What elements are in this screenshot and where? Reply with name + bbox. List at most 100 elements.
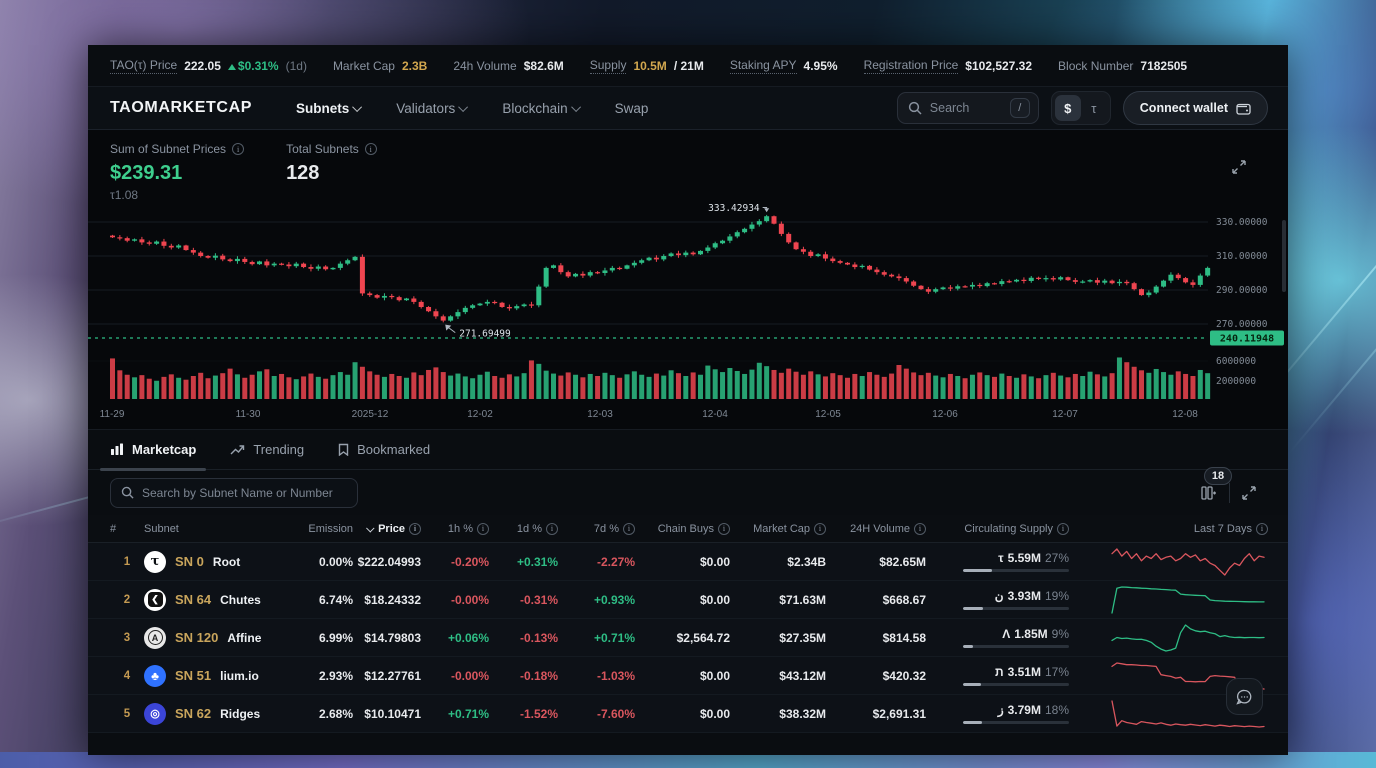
column-header-1h-[interactable]: 1h % xyxy=(421,522,489,535)
rank: 2 xyxy=(123,593,131,606)
market-cap: $38.32M xyxy=(779,706,826,721)
nav-item-subnets[interactable]: Subnets xyxy=(296,101,363,116)
candlestick-chart[interactable]: 330.00000 310.00000 290.00000 270.00000 6000… xyxy=(88,195,1288,430)
wallet-icon xyxy=(1236,103,1251,115)
subnet-logo-lium: ♣ xyxy=(144,664,166,687)
slash-shortcut-key: / xyxy=(1009,98,1030,118)
connect-wallet-button[interactable]: Connect wallet xyxy=(1122,91,1268,125)
info-icon[interactable] xyxy=(814,522,826,535)
svg-text:12-08: 12-08 xyxy=(1172,409,1198,420)
circulating-supply: ת 3.51M 17% xyxy=(926,665,1069,686)
alpha-token-symbol: τ xyxy=(998,551,1004,565)
tab-trending[interactable]: Trending xyxy=(230,430,304,469)
chain-buys: $0.00 xyxy=(699,554,730,569)
market-cap: $27.35M xyxy=(779,630,826,645)
info-icon[interactable] xyxy=(364,143,377,155)
currency-tao-button[interactable]: τ xyxy=(1091,100,1097,116)
nav-search-input[interactable] xyxy=(929,101,1002,115)
last-7-days-chart xyxy=(1108,621,1268,655)
change-1h: +0.06% xyxy=(447,630,489,645)
stat-staking-apy[interactable]: Staking APY 4.95% xyxy=(729,57,838,74)
trending-up-icon xyxy=(230,444,245,454)
change-1d: -1.52% xyxy=(519,706,558,721)
subnet-row-lium-io[interactable]: 4 ♣ SN 51 lium.io 2.93% $12.27761 -0.00% -… xyxy=(88,657,1288,695)
background-strip xyxy=(0,752,1376,768)
nav-search[interactable]: / xyxy=(896,92,1039,124)
subnet-search-input[interactable] xyxy=(142,485,347,500)
customize-columns-button[interactable] xyxy=(1189,485,1229,500)
column-header-market-cap[interactable]: Market Cap xyxy=(730,522,826,535)
info-icon[interactable] xyxy=(1057,522,1069,535)
emission: 2.93% xyxy=(318,668,353,683)
column-header-subnet[interactable]: Subnet xyxy=(144,522,179,535)
info-icon[interactable] xyxy=(232,143,245,155)
column-header-circulating-supply[interactable]: Circulating Supply xyxy=(926,522,1069,535)
tao-price-value: 222.05 xyxy=(184,58,221,73)
price: $12.27761 xyxy=(364,668,421,683)
change-7d: +0.71% xyxy=(593,630,635,645)
column-header-7d-[interactable]: 7d % xyxy=(558,522,635,535)
column-header-24h-volume[interactable]: 24H Volume xyxy=(826,522,926,535)
stat-supply[interactable]: Supply 10.5M / 21M xyxy=(589,57,704,74)
subnet-cell: ❮ SN 64 Chutes xyxy=(144,588,294,611)
column-header-price[interactable]: Price xyxy=(353,522,421,535)
table-expand-button[interactable] xyxy=(1230,485,1268,500)
subnet-name: Root xyxy=(212,554,241,569)
divider xyxy=(1229,482,1230,503)
subnet-number: SN 51 xyxy=(175,668,212,683)
info-icon[interactable] xyxy=(546,522,558,535)
tab-marketcap[interactable]: Marketcap xyxy=(99,430,207,471)
search-icon xyxy=(121,486,134,499)
info-icon[interactable] xyxy=(914,522,926,535)
subnet-row-affine[interactable]: 3 A SN 120 Affine 6.99% $14.79803 +0.06% -… xyxy=(88,619,1288,657)
supply-progress-bar xyxy=(963,569,1069,572)
market-cap: $43.12M xyxy=(779,668,826,683)
sparkline-7d xyxy=(1111,699,1265,728)
column-header-last-7-days[interactable]: Last 7 Days xyxy=(1069,522,1268,535)
subnet-row-ridges[interactable]: 5 ◎ SN 62 Ridges 2.68% $10.10471 +0.71% -1… xyxy=(88,695,1288,733)
subnet-cell: A SN 120 Affine xyxy=(144,626,294,649)
search-icon xyxy=(908,101,922,115)
emission: 0.00% xyxy=(318,554,353,569)
column-header-emission[interactable]: Emission xyxy=(308,522,353,535)
columns-count-badge: 18 xyxy=(1204,466,1232,485)
sum-of-subnet-prices: Sum of Subnet Prices $239.31 τ1.08 xyxy=(110,142,245,202)
market-cap: $71.63M xyxy=(779,592,826,607)
svg-text:330.00000: 330.00000 xyxy=(1216,217,1268,228)
column-header-chain-buys[interactable]: Chain Buys xyxy=(635,522,730,535)
nav-item-validators[interactable]: Validators xyxy=(396,101,469,116)
info-icon[interactable] xyxy=(623,522,635,535)
svg-text:2000000: 2000000 xyxy=(1216,376,1256,387)
scrollbar-thumb[interactable] xyxy=(1282,220,1286,292)
chat-button[interactable] xyxy=(1226,678,1263,715)
change-1h: -0.00% xyxy=(450,592,489,607)
circulating-supply: Λ 1.85M 9% xyxy=(926,627,1069,648)
info-icon[interactable] xyxy=(1256,522,1268,535)
nav-item-blockchain[interactable]: Blockchain xyxy=(502,101,581,116)
tab-bookmarked[interactable]: Bookmarked xyxy=(338,430,430,469)
circulating-supply: ن 3.93M 19% xyxy=(926,589,1069,610)
column-header-1d-[interactable]: 1d % xyxy=(489,522,558,535)
info-icon[interactable] xyxy=(477,522,489,535)
rank: 3 xyxy=(123,631,131,644)
bookmark-icon xyxy=(338,443,349,456)
subnet-row-chutes[interactable]: 2 ❮ SN 64 Chutes 6.74% $18.24332 -0.00% -0… xyxy=(88,581,1288,619)
stat-registration-price[interactable]: Registration Price $102,527.32 xyxy=(863,57,1033,74)
chart-expand-button[interactable] xyxy=(1232,160,1246,179)
change-1d: -0.18% xyxy=(519,668,558,683)
subnet-search[interactable] xyxy=(110,477,358,508)
subnet-row-root[interactable]: 1 τ SN 0 Root 0.00% $222.04993 -0.20% +0.3… xyxy=(88,543,1288,581)
subnet-number: SN 0 xyxy=(175,554,204,569)
chain-buys: $0.00 xyxy=(699,668,730,683)
subnet-logo-chutes: ❮ xyxy=(144,588,166,611)
stat-tao-price[interactable]: TAO(τ) Price 222.05 $0.31% (1d) xyxy=(110,58,307,74)
info-icon[interactable] xyxy=(718,522,730,535)
logo[interactable]: TAOMARKETCAP xyxy=(110,99,253,116)
column-header--[interactable]: # xyxy=(110,522,117,535)
svg-text:271.69499: 271.69499 xyxy=(459,329,511,340)
nav-item-swap[interactable]: Swap xyxy=(614,100,649,116)
chevron-down-icon xyxy=(458,101,469,112)
svg-text:270.00000: 270.00000 xyxy=(1216,319,1268,330)
currency-usd-button[interactable]: $ xyxy=(1054,95,1081,121)
info-icon[interactable] xyxy=(409,522,421,535)
